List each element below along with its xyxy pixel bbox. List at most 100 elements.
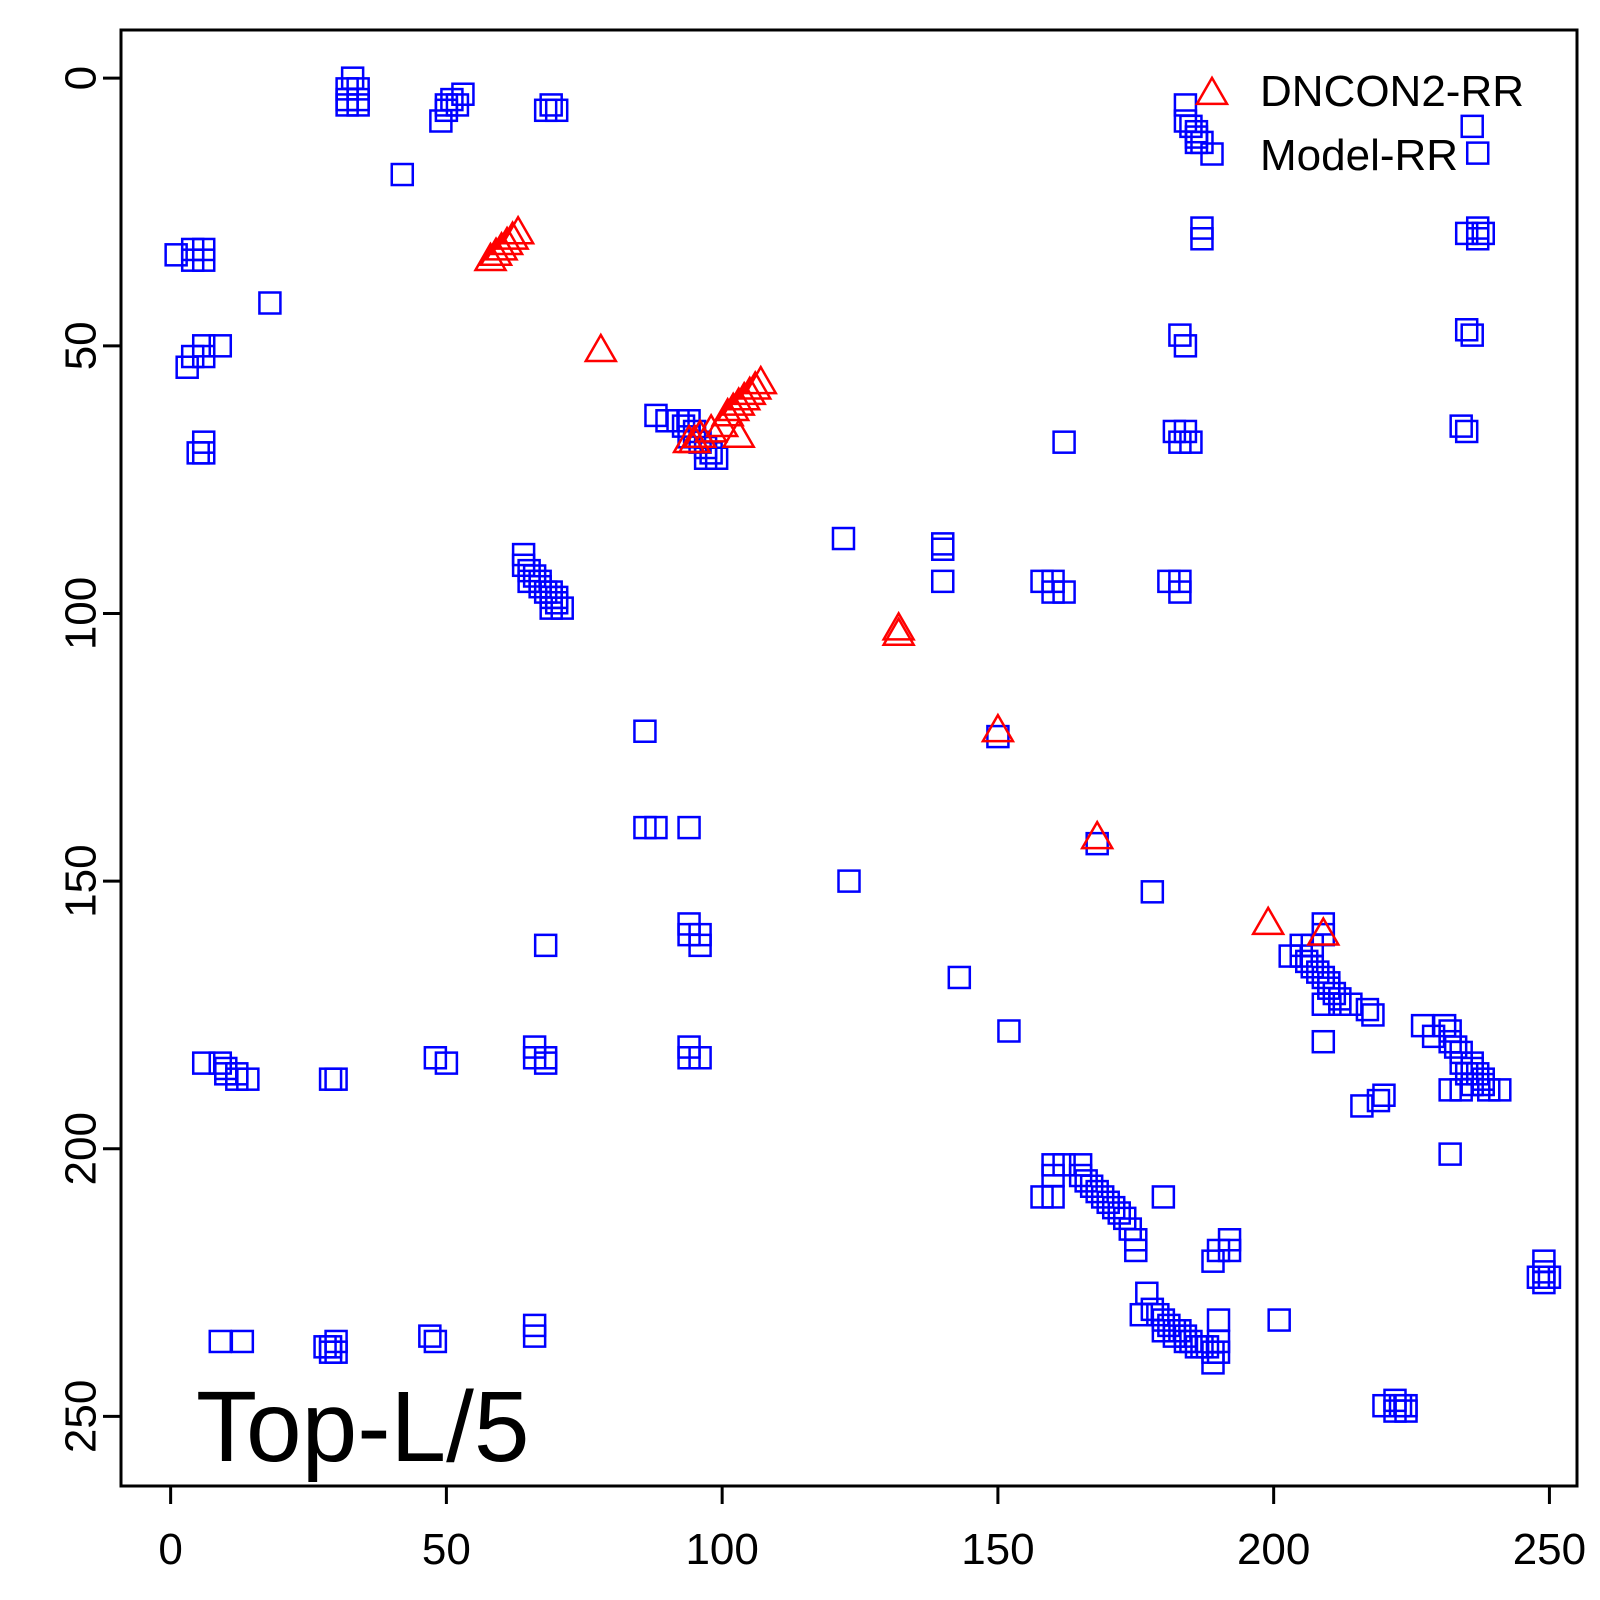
- data-point-square: [644, 815, 668, 840]
- data-point-square: [1537, 1265, 1562, 1289]
- data-point-square: [1201, 1351, 1225, 1375]
- y-tick-label: 100: [57, 577, 106, 650]
- data-point-triangle: [489, 225, 525, 256]
- y-tick-label: 250: [57, 1380, 106, 1453]
- data-point-square: [1460, 323, 1484, 347]
- data-point-square: [677, 815, 701, 840]
- y-tick-label: 0: [57, 66, 106, 90]
- data-point-square: [1449, 1078, 1473, 1102]
- data-point-square: [429, 109, 453, 133]
- panel-annotation: Top-L/5: [196, 1371, 530, 1483]
- data-point-square: [1173, 93, 1198, 117]
- data-point-square: [418, 1324, 442, 1348]
- data-point-square: [947, 965, 972, 990]
- data-point-square: [931, 569, 955, 594]
- legend-label: DNCON2-RR: [1260, 67, 1524, 116]
- data-point-square: [1394, 1399, 1418, 1423]
- data-point-triangle: [473, 241, 508, 272]
- data-point-square: [1454, 318, 1479, 342]
- data-point-square: [688, 933, 712, 958]
- x-tick-label: 50: [422, 1525, 471, 1574]
- data-point-square: [423, 1329, 448, 1354]
- data-point-square: [986, 724, 1010, 749]
- x-tick-label: 100: [685, 1525, 758, 1574]
- data-point-square: [997, 1019, 1021, 1043]
- data-point-square: [1361, 1003, 1385, 1027]
- data-point-square: [1135, 1281, 1159, 1306]
- data-point-square: [191, 441, 216, 465]
- data-point-square: [1041, 1185, 1065, 1209]
- data-point-triangle: [727, 380, 762, 411]
- data-point-square: [533, 1046, 558, 1070]
- data-point-triangle: [693, 412, 729, 443]
- data-point-square: [1350, 1094, 1374, 1118]
- data-point-square: [931, 532, 955, 556]
- legend: DNCON2-RR Model-RR: [1194, 67, 1524, 180]
- data-point-triangle: [484, 230, 519, 261]
- data-point-triangle: [980, 712, 1016, 743]
- data-point-square: [1179, 430, 1203, 454]
- y-axis: 0 50 100 150 200 250: [57, 66, 123, 1453]
- data-point-square: [1124, 1238, 1148, 1263]
- data-point-square: [230, 1329, 255, 1354]
- data-point-square: [390, 162, 415, 187]
- data-point-triangle: [583, 332, 618, 363]
- data-point-square: [1217, 1238, 1242, 1263]
- data-point-square: [1372, 1083, 1396, 1107]
- data-point-square: [544, 591, 569, 615]
- data-point-triangle: [1080, 819, 1115, 850]
- data-point-square: [1465, 227, 1490, 251]
- x-tick-label: 0: [158, 1525, 182, 1574]
- legend-marker-triangle: [1194, 75, 1230, 106]
- x-tick-label: 250: [1513, 1525, 1586, 1574]
- x-tick-label: 150: [961, 1525, 1034, 1574]
- data-point-square: [522, 1324, 547, 1348]
- data-point-square: [1443, 1035, 1468, 1059]
- data-point-square: [1140, 880, 1165, 904]
- data-point-square: [434, 1051, 459, 1075]
- data-point-square: [1206, 1308, 1231, 1332]
- data-point-square: [1465, 141, 1490, 165]
- data-point-square: [1460, 114, 1484, 139]
- data-point-triangle: [721, 386, 756, 416]
- data-point-square: [346, 93, 370, 117]
- data-point-square: [1488, 1078, 1512, 1102]
- data-point-square: [208, 1329, 233, 1354]
- data-point-square: [1449, 414, 1473, 438]
- data-point-square: [1052, 430, 1076, 454]
- data-point-triangle: [716, 391, 751, 422]
- data-point-square: [544, 98, 569, 123]
- data-point-square: [1168, 580, 1192, 604]
- data-point-triangle: [721, 418, 756, 448]
- data-point-triangle: [732, 375, 767, 406]
- data-point-square: [1366, 1088, 1391, 1113]
- plot-frame: [119, 28, 1579, 1488]
- data-point-triangle: [738, 370, 773, 400]
- data-point-square: [318, 1067, 343, 1091]
- data-point-triangle: [1306, 916, 1341, 946]
- data-point-square: [324, 1067, 348, 1091]
- points-layer: [164, 66, 1562, 1423]
- data-point-square: [191, 248, 216, 272]
- x-tick-label: 200: [1237, 1525, 1310, 1574]
- data-point-triangle: [495, 220, 530, 250]
- data-point-square: [533, 933, 558, 958]
- data-point-square: [633, 719, 657, 743]
- data-point-square: [236, 1067, 260, 1091]
- data-point-triangle: [1250, 905, 1286, 936]
- data-point-square: [1355, 997, 1380, 1022]
- data-point-triangle: [478, 236, 514, 266]
- data-point-square: [837, 869, 861, 893]
- data-point-square: [258, 291, 282, 315]
- data-point-square: [1052, 580, 1076, 604]
- x-axis: 0 50 100 150 200 250: [158, 1484, 1586, 1574]
- data-point-square: [175, 355, 199, 379]
- data-point-triangle: [881, 616, 916, 647]
- data-point-square: [1311, 992, 1336, 1016]
- series-model-rr: [164, 66, 1562, 1423]
- data-point-square: [318, 1335, 343, 1359]
- data-point-square: [191, 1051, 216, 1075]
- data-point-square: [1267, 1308, 1291, 1332]
- data-point-square: [539, 93, 563, 117]
